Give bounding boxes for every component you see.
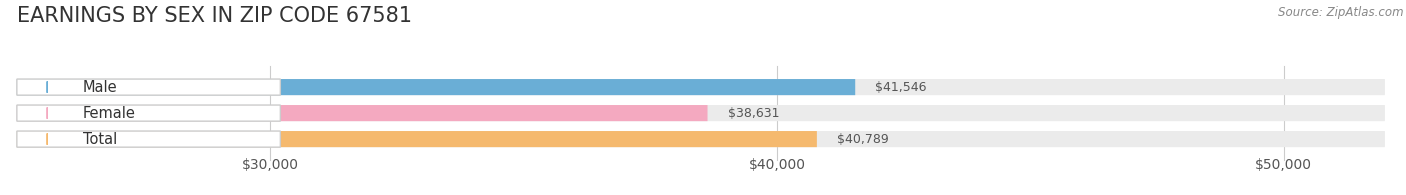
FancyBboxPatch shape — [17, 131, 817, 147]
FancyBboxPatch shape — [17, 131, 1385, 147]
FancyBboxPatch shape — [17, 79, 1385, 95]
Text: $38,631: $38,631 — [728, 107, 779, 120]
Text: Male: Male — [83, 80, 117, 95]
FancyBboxPatch shape — [17, 105, 280, 121]
Text: $41,546: $41,546 — [876, 81, 927, 94]
FancyBboxPatch shape — [17, 79, 855, 95]
FancyBboxPatch shape — [17, 79, 280, 95]
Text: Total: Total — [83, 132, 117, 147]
Text: EARNINGS BY SEX IN ZIP CODE 67581: EARNINGS BY SEX IN ZIP CODE 67581 — [17, 6, 412, 26]
FancyBboxPatch shape — [17, 105, 1385, 121]
FancyBboxPatch shape — [17, 131, 280, 147]
Text: $40,789: $40,789 — [837, 133, 889, 146]
Text: Female: Female — [83, 106, 135, 121]
Text: Source: ZipAtlas.com: Source: ZipAtlas.com — [1278, 6, 1403, 19]
FancyBboxPatch shape — [17, 105, 707, 121]
